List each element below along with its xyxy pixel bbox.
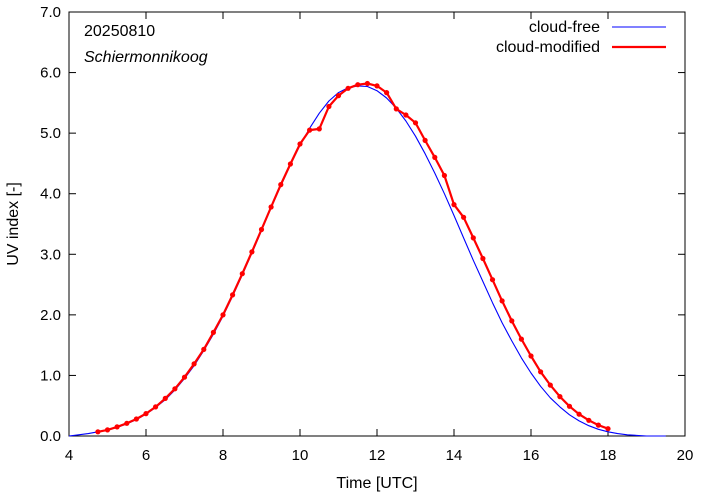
cloud-modified-data-point <box>335 93 342 99</box>
cloud-modified-data-point <box>557 394 563 400</box>
cloud-modified-data-point <box>345 85 351 91</box>
y-tick-label: 5.0 <box>40 125 61 142</box>
cloud-modified-data-point <box>595 422 602 428</box>
cloud-modified-data-point <box>364 80 370 87</box>
cloud-modified-data-point <box>143 411 149 417</box>
cloud-modified-data-point <box>403 112 409 118</box>
cloud-modified-data-point <box>104 427 111 433</box>
y-tick-label: 3.0 <box>40 246 61 263</box>
legend-label-cloud-modified: cloud-modified <box>496 39 600 56</box>
y-axis-title: UV index [-] <box>5 182 22 266</box>
cloud-modified-data-point <box>268 204 274 210</box>
legend-label-cloud-free: cloud-free <box>529 19 600 36</box>
cloud-modified-data-point <box>547 382 553 388</box>
series-layer <box>68 80 666 437</box>
y-tick-label: 0.0 <box>40 428 61 445</box>
cloud-modified-data-point <box>576 411 582 417</box>
y-axis-ticks: 0.0 1.0 2.0 3.0 4.0 5.0 6.0 7.0 <box>40 4 685 445</box>
cloud-modified-data-point <box>307 127 313 133</box>
cloud-free-series-line <box>68 85 666 437</box>
cloud-modified-data-point <box>249 249 255 255</box>
y-tick-label: 4.0 <box>40 186 61 203</box>
x-tick-label: 4 <box>65 447 73 464</box>
cloud-modified-data-point <box>95 429 101 435</box>
cloud-modified-series-line <box>97 82 609 433</box>
x-tick-label: 18 <box>600 447 617 464</box>
cloud-modified-data-point <box>201 346 207 352</box>
y-tick-label: 6.0 <box>40 65 61 82</box>
date-annotation: 20250810 <box>84 23 155 40</box>
cloud-modified-data-point <box>172 386 178 392</box>
cloud-modified-data-point <box>297 141 303 147</box>
cloud-modified-data-point <box>114 424 120 430</box>
cloud-modified-data-point <box>412 120 419 126</box>
cloud-modified-data-point <box>470 235 476 241</box>
cloud-modified-data-point <box>509 318 515 324</box>
cloud-modified-data-point <box>287 161 293 167</box>
cloud-modified-data-point <box>153 404 159 410</box>
cloud-modified-data-point <box>316 126 322 132</box>
cloud-modified-data-point <box>384 90 390 96</box>
cloud-modified-data-point <box>326 103 332 110</box>
y-tick-label: 2.0 <box>40 307 61 324</box>
y-tick-label: 7.0 <box>40 4 61 21</box>
x-tick-label: 20 <box>677 447 694 464</box>
cloud-modified-data-point <box>191 361 197 367</box>
cloud-modified-data-point <box>528 353 534 359</box>
y-tick-label: 1.0 <box>40 367 61 384</box>
x-axis-title: Time [UTC] <box>336 475 417 492</box>
cloud-modified-data-point <box>461 214 467 220</box>
cloud-modified-data-point <box>230 292 236 298</box>
x-tick-label: 8 <box>219 447 227 464</box>
cloud-modified-data-point <box>480 255 486 262</box>
cloud-modified-data-point <box>538 369 544 375</box>
cloud-modified-data-point <box>441 172 447 179</box>
cloud-modified-data-point <box>605 426 611 432</box>
cloud-modified-data-point <box>374 83 380 89</box>
cloud-modified-data-point <box>210 329 216 335</box>
cloud-modified-data-point <box>133 416 139 422</box>
cloud-modified-data-point <box>586 417 592 423</box>
cloud-modified-data-point <box>422 137 428 143</box>
x-tick-label: 10 <box>292 447 309 464</box>
cloud-modified-data-point <box>393 106 399 112</box>
x-tick-label: 6 <box>142 447 150 464</box>
cloud-modified-data-point <box>124 420 130 426</box>
cloud-modified-data-point <box>451 202 457 208</box>
cloud-modified-data-point <box>278 182 284 188</box>
x-axis-ticks: 4 6 8 10 12 14 16 18 20 <box>65 12 694 464</box>
cloud-modified-data-point <box>432 154 438 160</box>
x-tick-label: 14 <box>446 447 463 464</box>
cloud-modified-data-point <box>518 336 525 342</box>
cloud-modified-data-point <box>566 403 573 409</box>
cloud-modified-data-point <box>220 312 226 318</box>
x-tick-label: 12 <box>369 447 386 464</box>
cloud-modified-data-point <box>355 82 361 88</box>
location-annotation: Schiermonnikoog <box>84 49 208 66</box>
cloud-modified-data-point <box>162 395 168 401</box>
x-tick-label: 16 <box>523 447 540 464</box>
cloud-modified-data-point <box>258 226 265 233</box>
plot-frame <box>68 11 686 437</box>
cloud-modified-data-point <box>499 298 505 304</box>
cloud-modified-data-point <box>489 277 496 283</box>
cloud-modified-data-point <box>239 271 245 277</box>
legend: cloud-free cloud-modified <box>496 19 666 56</box>
cloud-modified-data-point <box>181 374 188 380</box>
